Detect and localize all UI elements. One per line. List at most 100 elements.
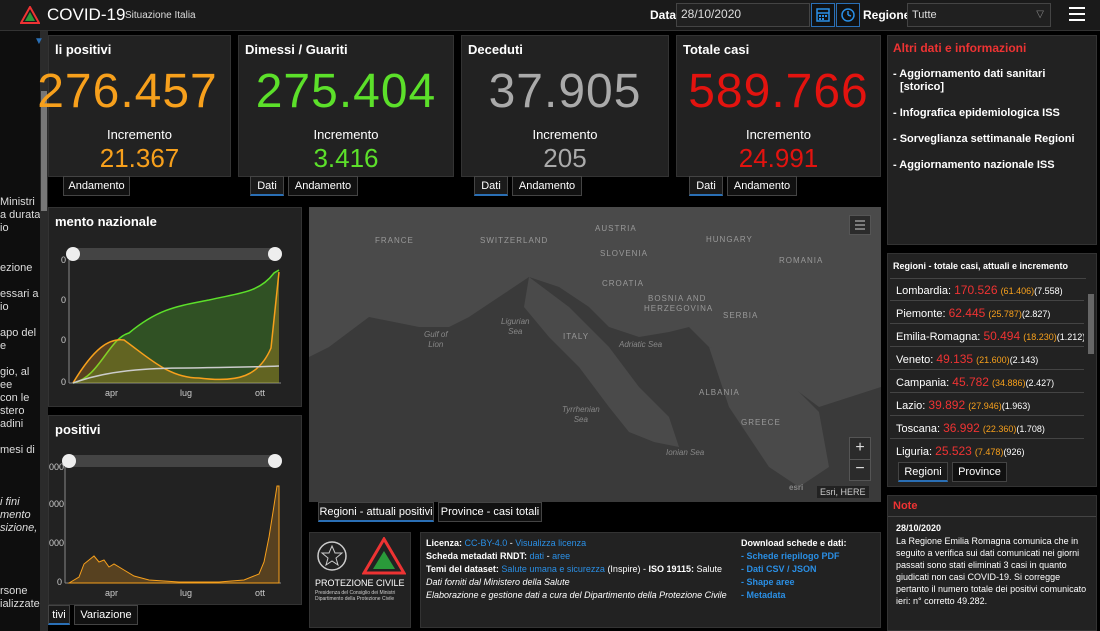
region-name: Emilia-Romagna: xyxy=(896,331,981,343)
card-totale-casi: Totale casi 589.766 Incremento 24.991 xyxy=(676,35,881,177)
regions-scrollbar-thumb[interactable] xyxy=(1088,294,1094,354)
info-link[interactable]: - Infografica epidemiologica ISS xyxy=(893,107,1060,119)
list-item[interactable]: Emilia-Romagna: 50.494 (18.230)(1.212) xyxy=(890,325,1084,347)
tab-dati[interactable]: Dati xyxy=(474,176,508,196)
regions-list[interactable]: Lombardia: 170.526 (61.406)(7.558) Piemo… xyxy=(890,278,1086,458)
region-total: 45.782 xyxy=(952,375,989,389)
series-line-guariti xyxy=(72,269,280,384)
protezione-civile-logo-icon xyxy=(362,537,406,575)
region-name: Piemonte: xyxy=(896,308,946,320)
license-link[interactable]: CC-BY-4.0 xyxy=(464,538,508,548)
sidebar-text-line: io xyxy=(0,301,9,313)
region-name: Campania: xyxy=(896,377,950,389)
map-label-country: ALBANIA xyxy=(699,388,740,397)
list-icon xyxy=(855,220,865,230)
info-link[interactable]: - Sorveglianza settimanale Regioni xyxy=(893,133,1075,145)
tab-positivi[interactable]: tivi xyxy=(48,605,70,625)
card-deceduti: Deceduti 37.905 Incremento 205 xyxy=(461,35,669,177)
series-area-positivi xyxy=(73,272,279,383)
org-subname: Presidenza del Consiglio dei Ministri xyxy=(315,590,396,596)
series-line-deceduti xyxy=(72,365,280,384)
tab-andamento[interactable]: Andamento xyxy=(512,176,582,196)
region-select-value: Tutte xyxy=(912,9,937,21)
license-line: Licenza: CC-BY-4.0 - Visualizza licenza xyxy=(426,538,587,548)
view-license-link[interactable]: Visualizza licenza xyxy=(515,538,587,548)
time-button[interactable] xyxy=(836,3,860,27)
chart-andamento-svg[interactable]: 0 0 0 0 apr lug ott xyxy=(49,238,303,408)
tab-andamento[interactable]: Andamento xyxy=(63,176,130,196)
calendar-button[interactable] xyxy=(811,3,835,27)
download-pdf-link[interactable]: - Schede riepilogo PDF xyxy=(741,551,840,561)
map-label-sea: Gulf of Lion xyxy=(424,330,448,349)
tab-province[interactable]: Province xyxy=(952,462,1007,482)
map-legend-button[interactable] xyxy=(849,215,871,235)
card-increment-label: Incremento xyxy=(532,127,598,142)
tab-andamento[interactable]: Andamento xyxy=(727,176,797,196)
app-header: COVID-19 Situazione Italia Data 28/10/20… xyxy=(0,0,1100,31)
tab-regioni[interactable]: Regioni xyxy=(898,462,948,482)
range-slider-track xyxy=(73,248,279,260)
list-item[interactable]: Veneto: 49.135 (21.600)(2.143) xyxy=(890,348,1084,370)
card-increment-value: 24.991 xyxy=(738,143,819,173)
info-link[interactable]: - Aggiornamento dati sanitari xyxy=(893,68,1046,80)
chart-positivi-svg[interactable]: 000 000 000 0 apr lug ott xyxy=(49,452,303,602)
tab-variazione[interactable]: Variazione xyxy=(74,605,138,625)
region-active: (61.406) xyxy=(1000,286,1035,296)
chevron-down-icon: ▽ xyxy=(1036,9,1044,20)
list-item[interactable]: Toscana: 36.992 (22.360)(1.708) xyxy=(890,417,1084,439)
list-item[interactable]: Piemonte: 62.445 (25.787)(2.827) xyxy=(890,302,1084,324)
license-label: Licenza: xyxy=(426,538,463,548)
metadata-dati-link[interactable]: dati xyxy=(529,551,545,561)
themes-link[interactable]: Salute umana e sicurezza xyxy=(501,564,605,574)
metadata-aree-link[interactable]: aree xyxy=(552,551,571,561)
tab-province-casi-totali[interactable]: Province - casi totali xyxy=(438,502,542,522)
processing-text: Elaborazione e gestione dati a cura del … xyxy=(426,590,727,600)
list-item[interactable]: Liguria: 25.523 (7.478)(926) xyxy=(890,440,1084,458)
sidebar-scrollbar[interactable] xyxy=(40,31,48,631)
region-increment: (2.143) xyxy=(1009,355,1039,365)
metadata-label: Scheda metadati RNDT: xyxy=(426,551,528,561)
region-increment: (1.963) xyxy=(1001,401,1031,411)
date-input[interactable]: 28/10/2020 xyxy=(676,3,810,27)
map-label-country: SERBIA xyxy=(723,311,759,320)
download-metadata-link[interactable]: - Metadata xyxy=(741,590,786,600)
y-tick-label: 0 xyxy=(61,335,66,345)
pin-icon[interactable]: ▼ xyxy=(34,36,44,47)
list-item[interactable]: Campania: 45.782 (34.886)(2.427) xyxy=(890,371,1084,393)
region-name: Lazio: xyxy=(896,400,926,412)
region-increment: (1.212) xyxy=(1056,332,1084,342)
sidebar-text-line: con le xyxy=(0,392,30,404)
region-total: 39.892 xyxy=(928,398,966,412)
hamburger-menu-icon[interactable] xyxy=(1069,7,1085,21)
tab-dati[interactable]: Dati xyxy=(689,176,723,196)
region-select[interactable]: Tutte ▽ xyxy=(907,3,1051,27)
card-title: Dimessi / Guariti xyxy=(245,42,348,57)
download-csv-link[interactable]: - Dati CSV / JSON xyxy=(741,564,817,574)
protezione-civile-logo-icon xyxy=(20,6,40,24)
tab-regioni-attuali-positivi[interactable]: Regioni - attuali positivi xyxy=(318,502,434,522)
zoom-out-icon[interactable]: − xyxy=(855,460,865,477)
map-zoom-controls: + − xyxy=(849,437,871,481)
region-increment: (7.558) xyxy=(1034,286,1063,296)
list-item[interactable]: Lazio: 39.892 (27.946)(1.963) xyxy=(890,394,1084,416)
region-active: (27.946) xyxy=(968,401,1002,411)
land-italy xyxy=(524,277,679,447)
zoom-in-icon[interactable]: + xyxy=(850,438,870,460)
card-value: 276.457 xyxy=(37,65,218,118)
info-link[interactable]: - Aggiornamento nazionale ISS xyxy=(893,159,1055,171)
region-total: 170.526 xyxy=(954,283,998,297)
tab-dati[interactable]: Dati xyxy=(250,176,284,196)
info-link-storico[interactable]: [storico] xyxy=(900,81,944,93)
map-attribution: Esri, HERE xyxy=(817,486,869,498)
map-label-country: HUNGARY xyxy=(706,235,753,244)
list-item[interactable]: Lombardia: 170.526 (61.406)(7.558) xyxy=(890,279,1084,301)
clock-icon xyxy=(841,8,855,22)
regions-panel: Regioni - totale casi, attuali e increme… xyxy=(887,253,1097,487)
card-value: 275.404 xyxy=(255,65,437,118)
map-view[interactable]: FRANCE SWITZERLAND AUSTRIA HUNGARY SLOVE… xyxy=(309,207,881,502)
download-shape-link[interactable]: - Shape aree xyxy=(741,577,795,587)
scrollbar-thumb[interactable] xyxy=(41,91,47,211)
x-tick-label: ott xyxy=(255,588,266,598)
card-increment-value: 205 xyxy=(543,143,587,173)
tab-andamento[interactable]: Andamento xyxy=(288,176,358,196)
